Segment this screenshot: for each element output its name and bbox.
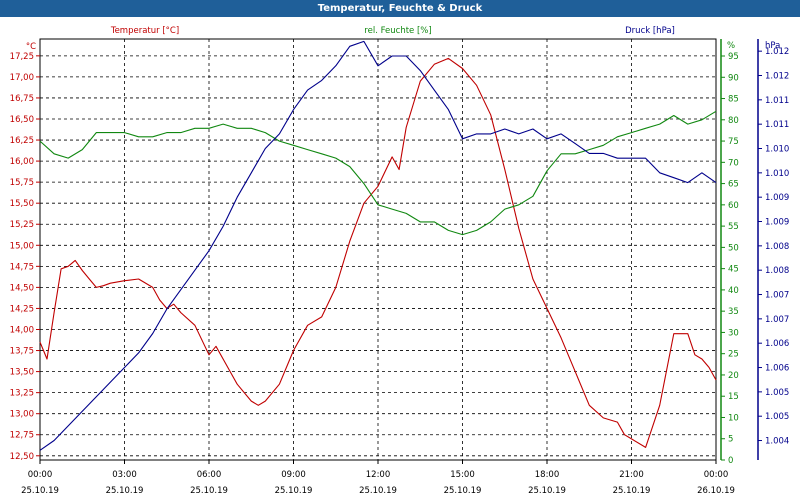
x-tick-time: 00:00 <box>28 470 53 480</box>
temp-tick-label: 14,50 <box>10 283 34 293</box>
x-tick-time: 15:00 <box>450 470 475 480</box>
temp-tick-label: 17,00 <box>10 73 34 83</box>
humidity-line <box>39 110 717 236</box>
x-tick-time: 03:00 <box>112 470 137 480</box>
x-tick-time: 06:00 <box>197 470 222 480</box>
humidity-tick-label: 95 <box>728 52 739 62</box>
pressure-tick-label: 1.009 <box>765 193 789 203</box>
x-tick-date: 25.10.19 <box>613 486 651 496</box>
temp-tick-label: 14,25 <box>10 304 34 314</box>
humidity-tick-label: 0 <box>728 456 733 466</box>
temp-tick-label: 14,00 <box>10 325 34 335</box>
pressure-tick-label: 1.008 <box>765 266 789 276</box>
temp-tick-label: 12,50 <box>10 452 34 462</box>
humidity-tick-label: 70 <box>728 158 739 168</box>
temp-tick-label: 15,25 <box>10 220 34 230</box>
temp-tick-label: 13,25 <box>10 389 34 399</box>
pressure-unit-label: hPa <box>765 41 780 51</box>
x-tick-date: 25.10.19 <box>359 486 397 496</box>
humidity-tick-label: 65 <box>728 180 739 190</box>
temp-tick-label: 15,50 <box>10 199 34 209</box>
temp-tick-label: 16,25 <box>10 136 34 146</box>
axes <box>36 38 762 464</box>
humidity-tick-label: 45 <box>728 265 739 275</box>
humidity-tick-label: 10 <box>728 413 739 423</box>
pressure-tick-label: 1.010 <box>765 169 789 179</box>
humidity-tick-label: 40 <box>728 286 739 296</box>
temp-axis-title: Temperatur [°C] <box>110 26 179 36</box>
pressure-tick-label: 1.006 <box>765 339 789 349</box>
chart-title: Temperatur, Feuchte & Druck <box>0 0 800 17</box>
humidity-tick-label: 55 <box>728 222 739 232</box>
temp-tick-label: 13,00 <box>10 410 34 420</box>
humidity-tick-label: 60 <box>728 201 739 211</box>
pressure-tick-label: 1.007 <box>765 291 789 301</box>
humidity-unit-label: % <box>727 41 735 51</box>
x-tick-date: 25.10.19 <box>21 486 59 496</box>
x-tick-time: 09:00 <box>281 470 306 480</box>
humidity-tick-label: 35 <box>728 307 739 317</box>
x-tick-time: 18:00 <box>535 470 560 480</box>
temp-tick-label: 12,75 <box>10 431 34 441</box>
temp-tick-label: 13,75 <box>10 347 34 357</box>
humidity-tick-label: 80 <box>728 116 739 126</box>
temp-tick-label: 16,50 <box>10 115 34 125</box>
temp-tick-label: 14,75 <box>10 262 34 272</box>
x-tick-time: 12:00 <box>366 470 391 480</box>
pressure-tick-label: 1.004 <box>765 437 789 447</box>
x-tick-date: 25.10.19 <box>444 486 482 496</box>
humidity-tick-label: 85 <box>728 95 739 105</box>
temp-tick-label: 16,75 <box>10 94 34 104</box>
x-tick-time: 21:00 <box>619 470 644 480</box>
pressure-tick-label: 1.012 <box>765 72 789 82</box>
tick-labels: 12,50 12,75 13,00 13,25 13,50 13,75 14,00 14,25… <box>10 26 790 496</box>
pressure-tick-label: 1.011 <box>765 120 789 130</box>
pressure-tick-label: 1.008 <box>765 242 789 252</box>
temp-unit-label: °C <box>26 42 36 52</box>
x-tick-date: 25.10.19 <box>528 486 566 496</box>
humidity-tick-label: 15 <box>728 392 739 402</box>
pressure-tick-label: 1.006 <box>765 364 789 374</box>
humidity-tick-label: 75 <box>728 137 739 147</box>
pressure-tick-label: 1.005 <box>765 388 789 398</box>
pressure-tick-label: 1.012 <box>765 47 789 57</box>
humidity-axis-title: rel. Feuchte [%] <box>364 26 431 36</box>
humidity-tick-label: 30 <box>728 328 739 338</box>
x-tick-time: 00:00 <box>704 470 729 480</box>
x-tick-date: 26.10.19 <box>697 486 735 496</box>
humidity-tick-label: 50 <box>728 243 739 253</box>
humidity-tick-label: 90 <box>728 73 739 83</box>
temp-tick-label: 15,00 <box>10 241 34 251</box>
humidity-tick-label: 5 <box>728 435 733 445</box>
pressure-tick-label: 1.009 <box>765 218 789 228</box>
temp-tick-label: 13,50 <box>10 368 34 378</box>
grid-lines <box>40 39 716 460</box>
pressure-tick-label: 1.011 <box>765 96 789 106</box>
pressure-tick-label: 1.010 <box>765 145 789 155</box>
temperature-line <box>39 57 717 448</box>
x-tick-date: 25.10.19 <box>190 486 228 496</box>
pressure-tick-label: 1.005 <box>765 412 789 422</box>
humidity-tick-label: 25 <box>728 350 739 360</box>
pressure-tick-label: 1.007 <box>765 315 789 325</box>
series <box>39 40 717 451</box>
temp-tick-label: 17,25 <box>10 52 34 62</box>
temp-tick-label: 16,00 <box>10 157 34 167</box>
x-tick-date: 25.10.19 <box>106 486 144 496</box>
pressure-line <box>39 40 717 451</box>
pressure-axis-title: Druck [hPa] <box>625 26 675 36</box>
temp-tick-label: 15,75 <box>10 178 34 188</box>
chart-area: 12,50 12,75 13,00 13,25 13,50 13,75 14,00 14,25… <box>10 26 790 496</box>
humidity-tick-label: 20 <box>728 371 739 381</box>
x-tick-date: 25.10.19 <box>275 486 313 496</box>
